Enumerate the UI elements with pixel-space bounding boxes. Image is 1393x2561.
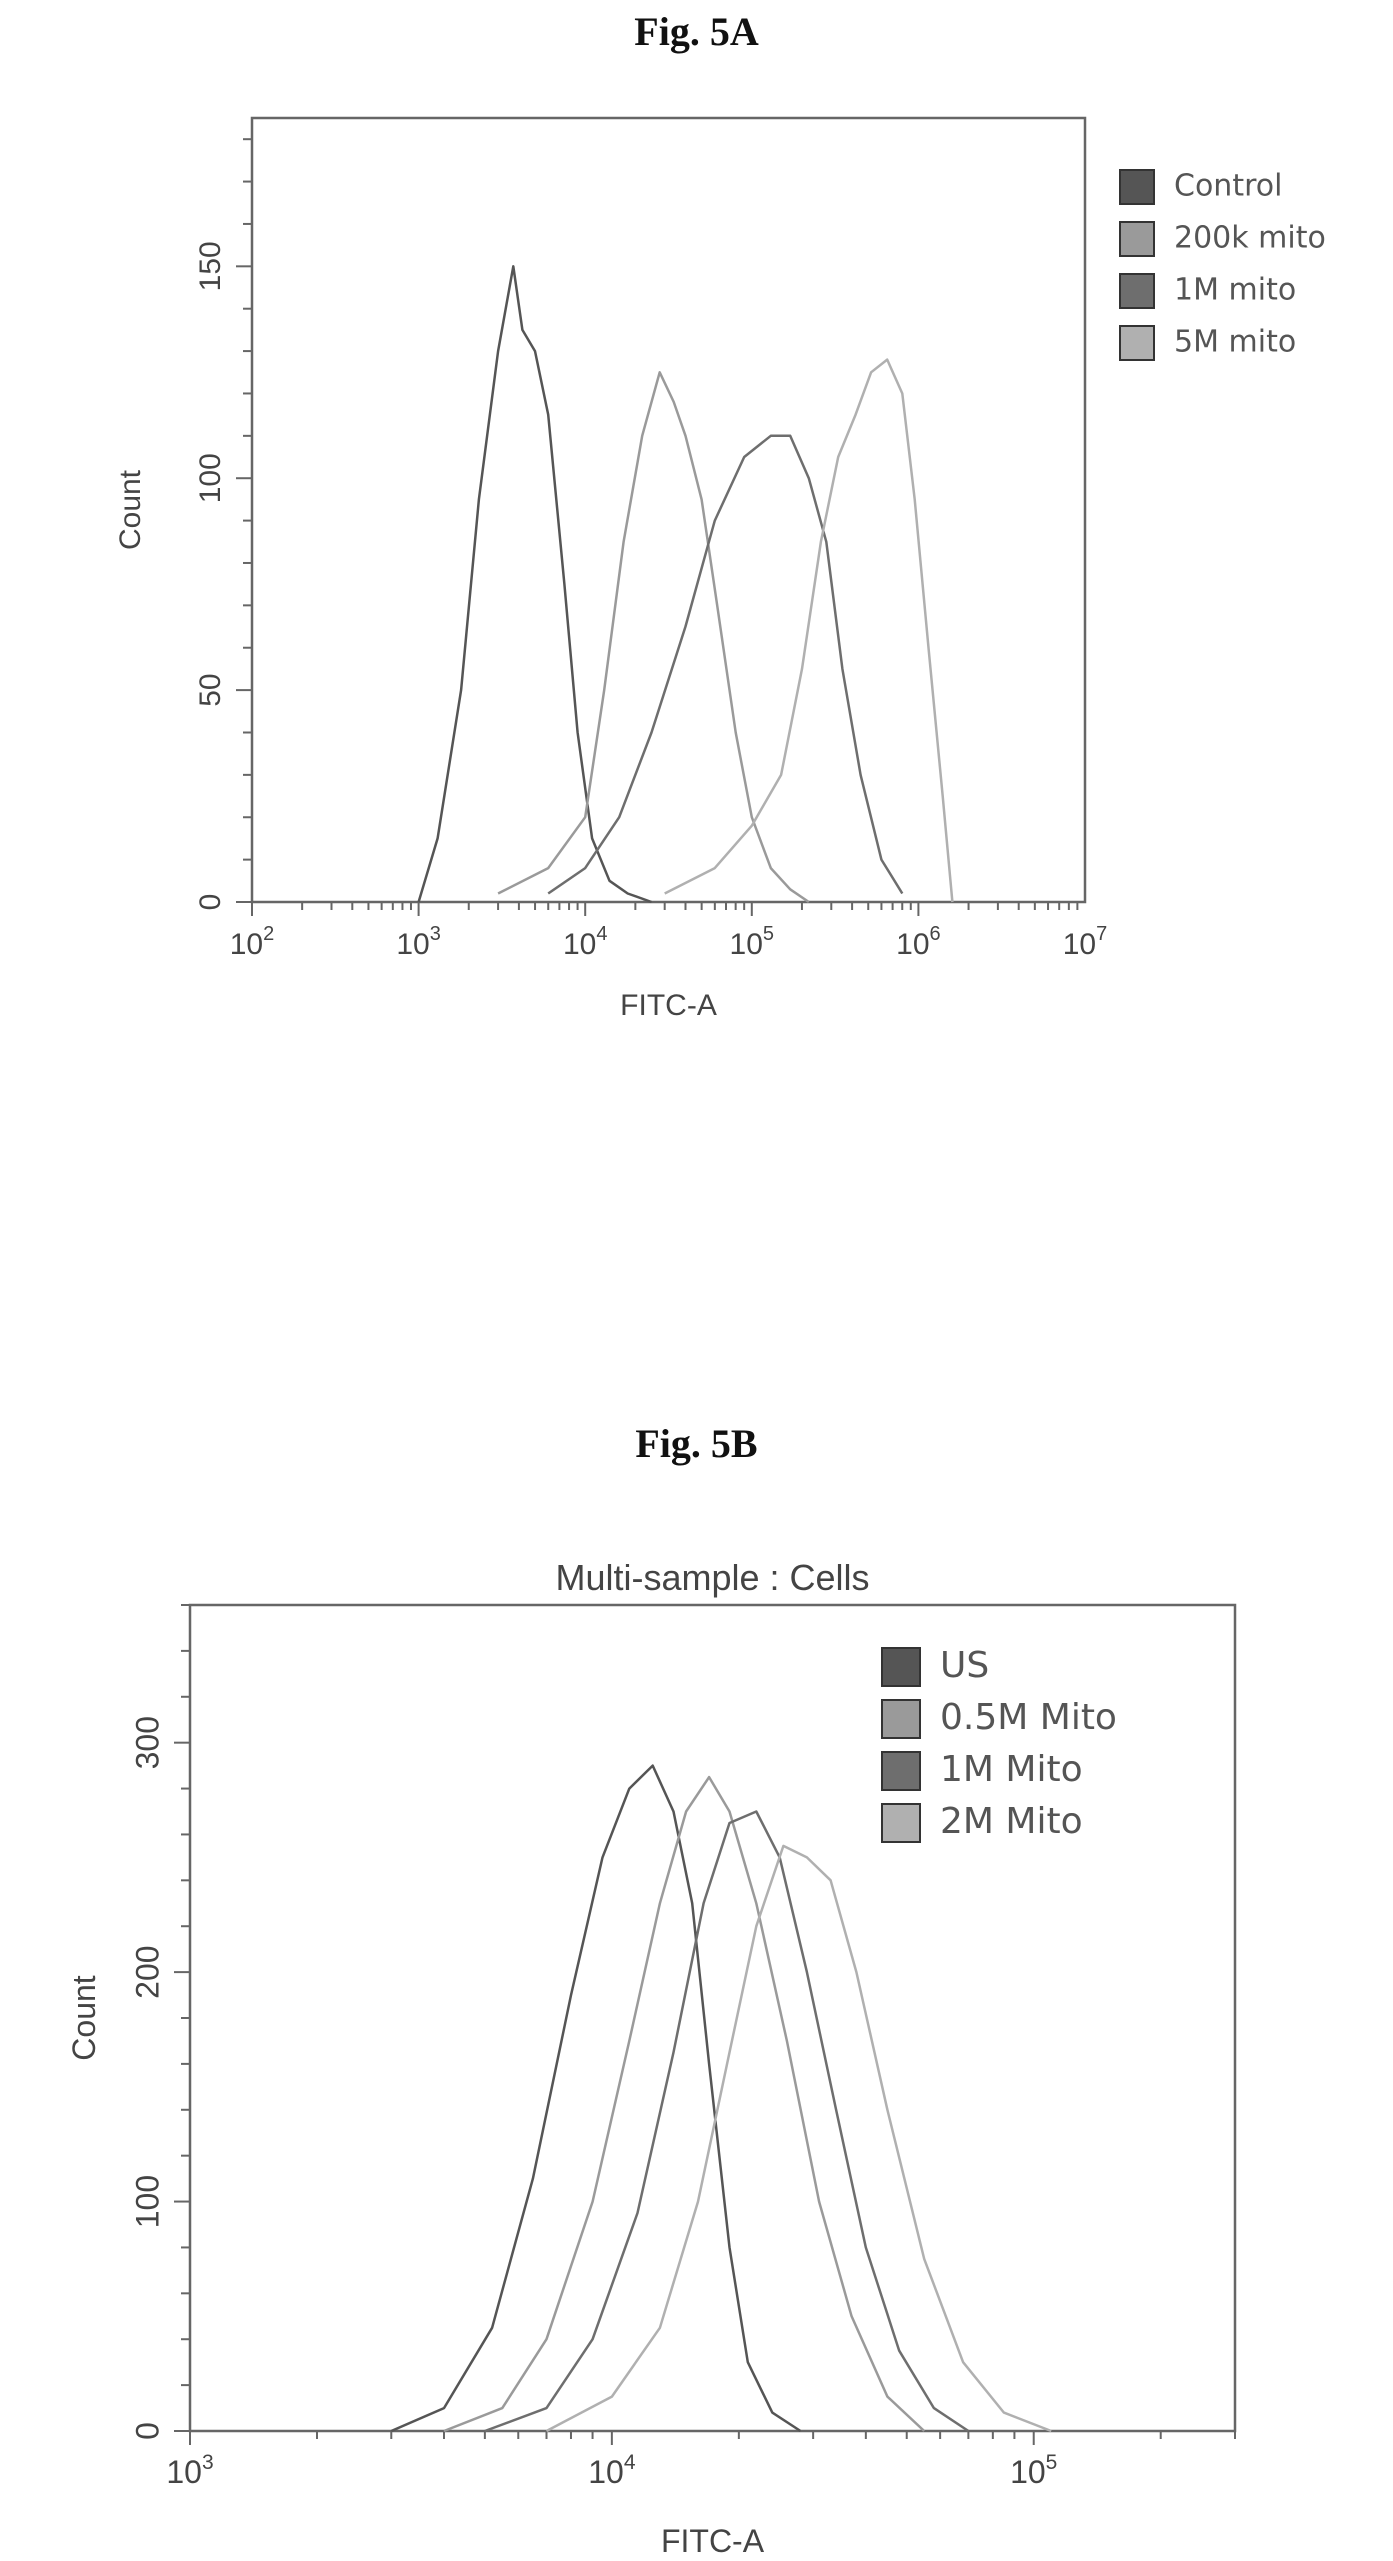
y-tick-label: 100 bbox=[194, 453, 227, 503]
x-axis-label: FITC-A bbox=[661, 2523, 765, 2559]
y-tick-label: 150 bbox=[194, 241, 227, 291]
chart-title: Multi-sample : Cells bbox=[555, 1557, 869, 1598]
x-tick-exponent: 6 bbox=[930, 923, 941, 945]
series-line bbox=[497, 371, 810, 904]
x-tick-exponent: 5 bbox=[1046, 2451, 1058, 2474]
legend-swatch bbox=[1119, 325, 1155, 361]
legend-label: 5M mito bbox=[1174, 325, 1296, 360]
y-tick-label: 200 bbox=[129, 1945, 165, 1998]
legend-label: US bbox=[940, 1645, 989, 1686]
series-line bbox=[417, 265, 652, 904]
x-tick-exponent: 4 bbox=[624, 2451, 636, 2474]
x-tick-exponent: 7 bbox=[1096, 923, 1107, 945]
x-tick-label: 103 bbox=[166, 2451, 213, 2490]
x-tick-exponent: 2 bbox=[263, 923, 274, 945]
y-tick-label: 50 bbox=[194, 673, 227, 706]
legend-label: 0.5M Mito bbox=[940, 1697, 1117, 1738]
series-line bbox=[664, 358, 954, 903]
y-axis-label: Count bbox=[66, 1975, 102, 2061]
x-tick-exponent: 3 bbox=[430, 923, 441, 945]
legend-swatch bbox=[1119, 169, 1155, 205]
plot-frame bbox=[250, 116, 1087, 904]
series-line bbox=[443, 1775, 926, 2433]
x-tick-exponent: 4 bbox=[596, 923, 607, 945]
legend-swatch bbox=[1119, 221, 1155, 257]
series-line bbox=[547, 434, 904, 895]
x-tick-label: 107 bbox=[1063, 923, 1108, 961]
legend-label: 2M Mito bbox=[940, 1801, 1083, 1842]
legend-label: 1M mito bbox=[1174, 273, 1296, 308]
y-tick-label: 300 bbox=[129, 1716, 165, 1769]
x-tick-label: 103 bbox=[396, 923, 441, 961]
y-tick-label: 0 bbox=[129, 2422, 165, 2440]
y-tick-label: 0 bbox=[194, 894, 227, 911]
x-tick-label: 104 bbox=[563, 923, 608, 961]
figure-b-label: Fig. 5B bbox=[635, 1421, 758, 1466]
figure-a-label: Fig. 5A bbox=[634, 9, 759, 54]
y-axis-label: Count bbox=[114, 469, 147, 550]
chart-b: Multi-sample : Cells 0 100 200 300 103 104 105 F… bbox=[66, 1557, 1237, 2559]
series-line bbox=[484, 1810, 970, 2433]
y-tick-label: 100 bbox=[129, 2175, 165, 2228]
series-line bbox=[390, 1764, 802, 2433]
x-tick-label: 102 bbox=[230, 923, 275, 961]
x-tick-label: 104 bbox=[588, 2451, 636, 2490]
legend-label: 200k mito bbox=[1174, 221, 1326, 256]
legend-swatch bbox=[881, 1699, 921, 1739]
x-tick-exponent: 5 bbox=[763, 923, 774, 945]
series-line bbox=[545, 1844, 1052, 2433]
legend-label: 1M Mito bbox=[940, 1749, 1083, 1790]
legend-label: Control bbox=[1174, 169, 1282, 204]
x-tick-label: 106 bbox=[896, 923, 941, 961]
x-axis-label: FITC-A bbox=[620, 989, 717, 1022]
x-tick-label: 105 bbox=[1010, 2451, 1057, 2490]
legend-swatch bbox=[881, 1647, 921, 1687]
x-tick-label: 105 bbox=[730, 923, 775, 961]
chart-a: 0 50 100 150 102 103 104 105 106 107 FITC-A Count Co… bbox=[114, 116, 1326, 1022]
legend-swatch bbox=[1119, 273, 1155, 309]
legend-swatch bbox=[881, 1751, 921, 1791]
x-tick-exponent: 3 bbox=[202, 2451, 214, 2474]
legend-swatch bbox=[881, 1803, 921, 1843]
